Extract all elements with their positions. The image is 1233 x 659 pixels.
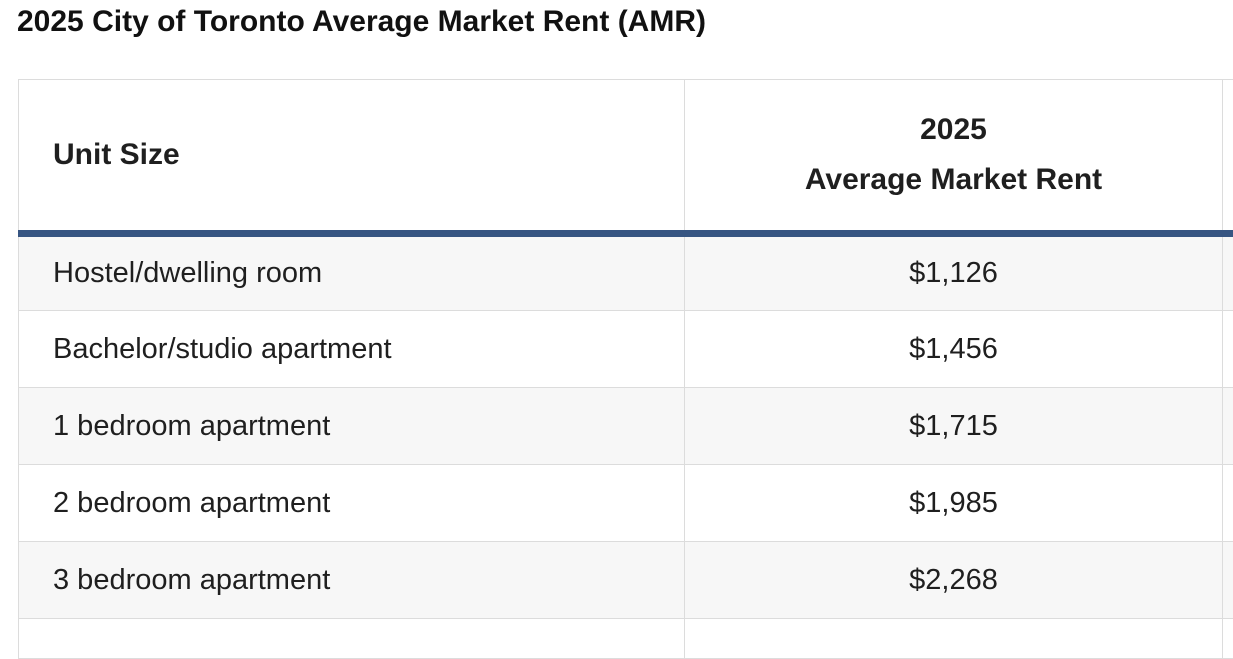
column-header-cropped <box>1223 80 1233 234</box>
column-header-amr-line2: Average Market Rent <box>685 155 1222 205</box>
table-row: 1 bedroom apartment $1,715 <box>19 388 1233 465</box>
cell-cropped <box>1223 311 1233 388</box>
table-row: Bachelor/studio apartment $1,456 <box>19 311 1233 388</box>
table-header-row: Unit Size 2025 Average Market Rent <box>19 80 1233 234</box>
cell-rent: $1,715 <box>685 388 1223 465</box>
cell-cropped <box>1223 388 1233 465</box>
cell-unit-size: Hostel/dwelling room <box>19 234 685 311</box>
cell-rent: $1,456 <box>685 311 1223 388</box>
cell-unit-size <box>19 619 685 659</box>
table-row: 3 bedroom apartment $2,268 <box>19 542 1233 619</box>
page-title: 2025 City of Toronto Average Market Rent… <box>17 2 706 42</box>
cell-cropped <box>1223 465 1233 542</box>
cell-unit-size: 2 bedroom apartment <box>19 465 685 542</box>
cell-rent <box>685 619 1223 659</box>
column-header-amr-line1: 2025 <box>685 105 1222 155</box>
cell-rent: $1,985 <box>685 465 1223 542</box>
cell-rent: $1,126 <box>685 234 1223 311</box>
table-row: Hostel/dwelling room $1,126 <box>19 234 1233 311</box>
column-header-amr: 2025 Average Market Rent <box>685 80 1223 234</box>
table-row: 2 bedroom apartment $1,985 <box>19 465 1233 542</box>
cell-unit-size: 1 bedroom apartment <box>19 388 685 465</box>
column-header-unit-size: Unit Size <box>19 80 685 234</box>
cell-cropped <box>1223 619 1233 659</box>
cell-cropped <box>1223 234 1233 311</box>
cell-rent: $2,268 <box>685 542 1223 619</box>
cell-unit-size: 3 bedroom apartment <box>19 542 685 619</box>
cell-cropped <box>1223 542 1233 619</box>
table-row-partial <box>19 619 1233 659</box>
cell-unit-size: Bachelor/studio apartment <box>19 311 685 388</box>
rent-table: Unit Size 2025 Average Market Rent Hoste… <box>18 79 1233 659</box>
